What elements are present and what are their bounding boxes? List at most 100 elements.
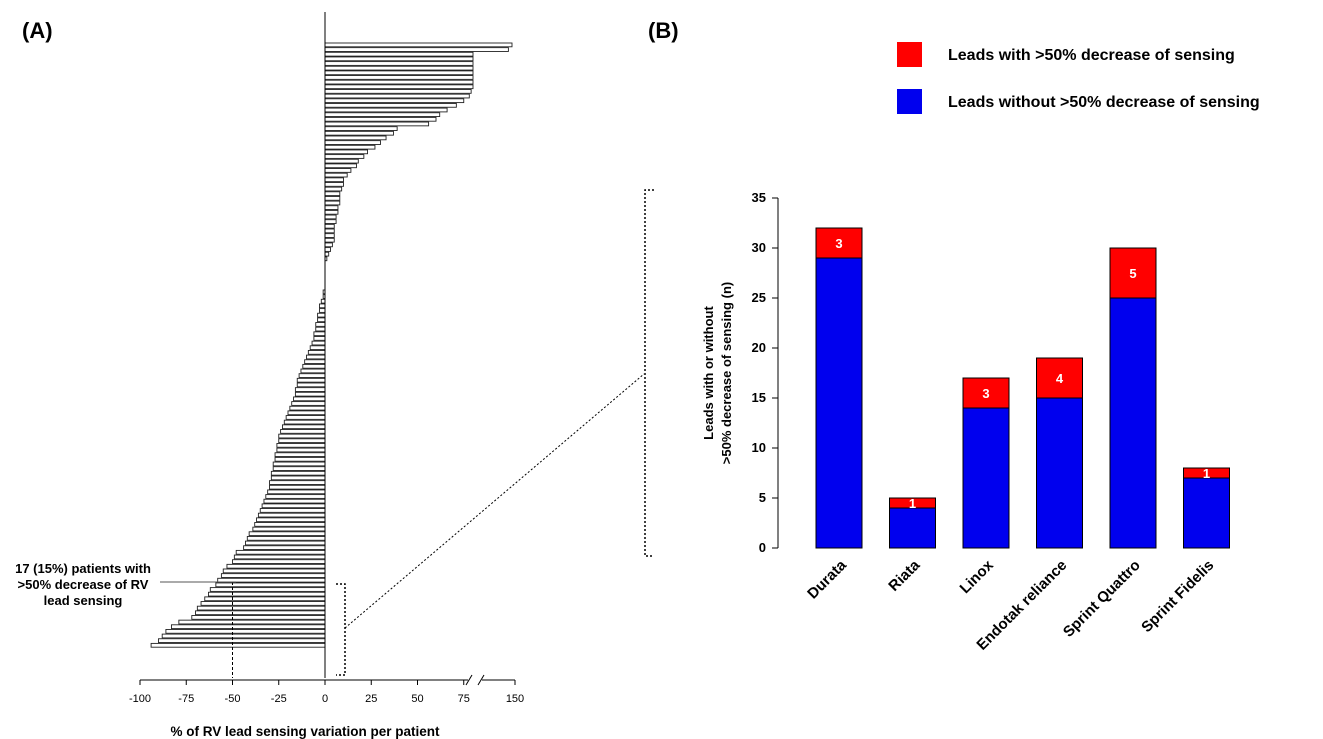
- panel-a-label: (A): [22, 18, 53, 43]
- chart-a-bar: [150, 642, 326, 648]
- chart-b-legend-swatch: [897, 42, 922, 67]
- chart-a-annotation-line: 17 (15%) patients with: [15, 561, 151, 576]
- chart-a-bar: [296, 377, 326, 383]
- chart-a-bar: [324, 144, 376, 150]
- chart-a-bar: [178, 619, 326, 625]
- chart-a-x-tick-label: -25: [271, 693, 287, 705]
- chart-b-legend-label: Leads without >50% decrease of sensing: [948, 94, 1260, 111]
- chart-a-bar: [165, 629, 326, 634]
- chart-b-y-tick-label: 30: [752, 240, 766, 255]
- chart-a-bar: [207, 591, 326, 597]
- chart-a-bar: [324, 79, 474, 85]
- chart-b-data-label: 1: [909, 496, 916, 511]
- chart-a-bar: [324, 112, 441, 117]
- chart-a-axis-break: [465, 674, 473, 686]
- chart-a-bar: [324, 242, 333, 248]
- chart-b-data-label: 5: [1129, 266, 1136, 281]
- chart-a-x-tick-label: -100: [129, 693, 151, 705]
- chart-a-x-tick-label: 75: [458, 693, 470, 705]
- chart-a-bar: [291, 401, 326, 406]
- chart-a-bar: [324, 89, 472, 94]
- chart-b-x-tick-label: Riata: [885, 556, 923, 594]
- chart-a-bar: [324, 75, 474, 80]
- chart-a-bar: [272, 466, 326, 471]
- chart-a-annotation-line: lead sensing: [44, 593, 123, 608]
- chart-b-y-tick-label: 20: [752, 340, 766, 355]
- chart-a-bar: [304, 359, 326, 364]
- chart-b-data-label: 3: [835, 236, 842, 251]
- chart-b-bar-with-decrease: [889, 497, 936, 509]
- chart-a-bar: [324, 70, 474, 76]
- chart-a-bar: [319, 303, 326, 309]
- chart-a-bar: [313, 336, 326, 341]
- chart-a-bar: [307, 350, 326, 355]
- chart-a-bar: [324, 195, 341, 201]
- chart-a-bar: [244, 540, 326, 546]
- chart-a-bar: [259, 508, 326, 513]
- chart-a-bar: [302, 363, 326, 369]
- chart-a-bar: [324, 228, 335, 234]
- chart-b-bar-without-decrease: [889, 507, 936, 549]
- chart-a-bar: [246, 536, 326, 541]
- chart-a-bar: [324, 177, 344, 183]
- chart-a-bar: [324, 121, 430, 127]
- chart-b-x-tick-label: Linox: [957, 556, 998, 597]
- chart-a-x-label: % of RV lead sensing variation per patie…: [170, 724, 440, 739]
- chart-a-x-axis: -100 -75 -50 -25 0 25 50 75 150: [129, 674, 524, 705]
- chart-a-bar: [226, 563, 326, 569]
- chart-a-bar: [324, 214, 337, 220]
- chart-b-data-label: 1: [1203, 466, 1210, 481]
- chart-a-bar: [324, 116, 437, 122]
- chart-b-bar-without-decrease: [815, 257, 863, 549]
- chart-a-bar: [233, 554, 326, 560]
- chart-a-bar: [158, 638, 326, 643]
- chart-a-bar: [324, 42, 513, 48]
- chart-a-bar: [324, 65, 474, 71]
- chart-b-bars: 3 1 3 4 5 1: [815, 227, 1230, 549]
- chart-b-y-label-line: Leads with or without: [701, 306, 716, 440]
- chart-a-annotation-line: >50% decrease of RV: [18, 577, 149, 592]
- chart-a-bar: [272, 461, 326, 467]
- chart-a-bar: [324, 154, 365, 159]
- chart-a-bar: [257, 512, 326, 518]
- chart-b-bar-with-decrease: [1109, 247, 1157, 299]
- chart-a-bar: [296, 382, 326, 388]
- chart-b-y-label-line: >50% decrease of sensing (n): [719, 282, 734, 464]
- chart-a-bar: [324, 237, 335, 243]
- chart-a-bar: [285, 415, 326, 420]
- chart-b-legend-label: Leads with >50% decrease of sensing: [948, 47, 1235, 64]
- chart-b-y-tick-label: 0: [759, 540, 766, 555]
- chart-b-y-tick-label: 35: [752, 190, 766, 205]
- chart-a-bar: [209, 587, 326, 592]
- chart-a-x-tick-label: 25: [365, 693, 377, 705]
- chart-a-bar: [315, 326, 326, 332]
- chart-a-bar: [306, 354, 326, 360]
- chart-a-bar: [196, 605, 326, 611]
- chart-a-bar: [243, 545, 326, 550]
- chart-b-bar-without-decrease: [1109, 297, 1157, 549]
- chart-a-bar: [282, 424, 326, 430]
- chart-a-bar: [324, 182, 344, 187]
- chart-a-bar: [324, 98, 465, 104]
- chart-a-bar: [220, 573, 326, 578]
- chart-a-axis-break: [477, 674, 485, 686]
- chart-b-legend: Leads with >50% decrease of sensing Leads…: [897, 42, 1260, 114]
- chart-a-bar: [324, 135, 387, 141]
- chart-a-bar: [324, 126, 398, 131]
- chart-a-bar: [324, 102, 457, 108]
- chart-a-bar: [317, 312, 326, 318]
- chart-a-bar: [270, 470, 326, 476]
- chart-a-bar: [324, 130, 394, 136]
- chart-a-bar: [287, 410, 326, 416]
- chart-a-bar: [324, 149, 368, 155]
- chart-a-bar: [324, 158, 359, 164]
- chart-a-bar: [324, 191, 341, 197]
- chart-a-bar: [170, 624, 326, 630]
- chart-a-bar: [324, 251, 330, 257]
- chart-b-bar-with-decrease: [1183, 467, 1230, 479]
- zoom-connector-line: [344, 373, 645, 629]
- chart-b-y-label: Leads with or without >50% decrease of se…: [701, 282, 734, 464]
- chart-a-bar: [324, 93, 470, 99]
- chart-a-bar: [324, 163, 357, 169]
